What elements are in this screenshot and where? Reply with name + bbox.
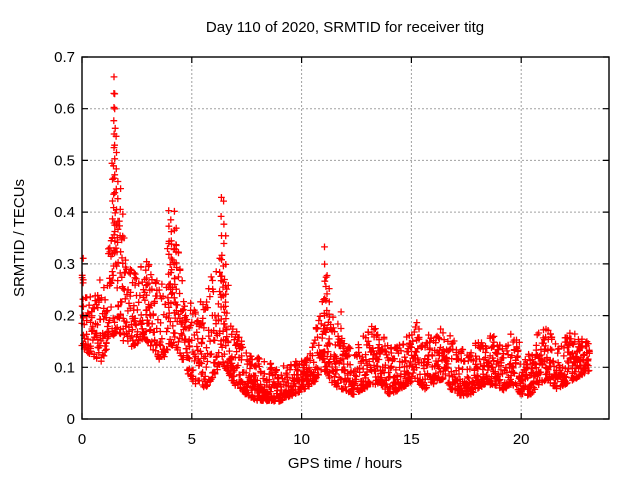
y-tick-label: 0.3 [54,256,75,273]
y-tick-label: 0 [67,411,75,428]
y-tick-label: 0.5 [54,152,75,169]
scatter-points [78,73,593,405]
x-tick-label: 20 [513,431,530,448]
x-tick-label: 5 [188,431,196,448]
y-tick-label: 0.7 [54,49,75,66]
y-tick-labels: 0 0.1 0.2 0.3 0.4 0.5 0.6 0.7 [54,49,75,428]
y-tick-label: 0.4 [54,204,75,221]
x-tick-labels: 0 5 10 15 20 [78,431,530,448]
axis-ticks [81,56,609,420]
y-tick-label: 0.2 [54,308,75,325]
chart-title: Day 110 of 2020, SRMTID for receiver tit… [206,19,484,36]
x-axis-label: GPS time / hours [288,455,402,472]
y-tick-label: 0.1 [54,359,75,376]
plot-border [81,56,610,420]
y-tick-label: 0.6 [54,101,75,118]
x-tick-label: 15 [403,431,420,448]
y-axis-label: SRMTID / TECUs [11,179,28,297]
grid-lines [82,57,609,419]
x-tick-label: 0 [78,431,86,448]
x-tick-label: 10 [293,431,310,448]
